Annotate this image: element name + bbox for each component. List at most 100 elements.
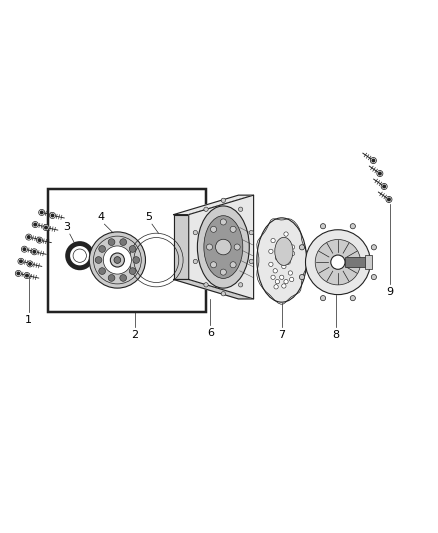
Text: 9: 9 bbox=[386, 287, 393, 297]
Ellipse shape bbox=[257, 218, 307, 302]
Circle shape bbox=[36, 237, 42, 243]
Circle shape bbox=[99, 268, 106, 274]
Circle shape bbox=[279, 275, 284, 279]
Circle shape bbox=[49, 213, 56, 219]
Polygon shape bbox=[173, 279, 254, 299]
Circle shape bbox=[269, 249, 273, 254]
Circle shape bbox=[110, 253, 124, 267]
Circle shape bbox=[377, 171, 383, 176]
Circle shape bbox=[230, 227, 236, 232]
Circle shape bbox=[108, 239, 115, 246]
Circle shape bbox=[273, 269, 277, 273]
Circle shape bbox=[129, 246, 136, 252]
Circle shape bbox=[29, 263, 32, 265]
Circle shape bbox=[43, 224, 49, 231]
Circle shape bbox=[290, 277, 294, 281]
Bar bbox=[364, 255, 372, 269]
Circle shape bbox=[73, 249, 86, 262]
Circle shape bbox=[204, 282, 208, 287]
Circle shape bbox=[230, 262, 236, 268]
Circle shape bbox=[299, 245, 304, 250]
Circle shape bbox=[24, 272, 30, 279]
Circle shape bbox=[388, 198, 390, 201]
Circle shape bbox=[305, 230, 371, 295]
Circle shape bbox=[39, 209, 45, 215]
Circle shape bbox=[371, 158, 376, 164]
Circle shape bbox=[129, 268, 136, 274]
Text: 1: 1 bbox=[25, 315, 32, 325]
Circle shape bbox=[288, 271, 293, 275]
Circle shape bbox=[234, 244, 240, 250]
Circle shape bbox=[108, 274, 115, 281]
Circle shape bbox=[238, 207, 243, 212]
Circle shape bbox=[271, 238, 275, 243]
Circle shape bbox=[371, 245, 377, 250]
Circle shape bbox=[133, 257, 140, 263]
Ellipse shape bbox=[275, 237, 293, 265]
Circle shape bbox=[271, 275, 275, 279]
Text: 4: 4 bbox=[98, 212, 105, 222]
Circle shape bbox=[40, 211, 43, 214]
Circle shape bbox=[215, 239, 231, 255]
Circle shape bbox=[350, 295, 355, 301]
Text: 6: 6 bbox=[207, 328, 214, 338]
Circle shape bbox=[26, 234, 32, 240]
Circle shape bbox=[193, 260, 198, 264]
Circle shape bbox=[321, 224, 325, 229]
Circle shape bbox=[249, 260, 254, 264]
Text: 5: 5 bbox=[145, 212, 152, 222]
Circle shape bbox=[286, 260, 290, 264]
Circle shape bbox=[221, 292, 226, 296]
Circle shape bbox=[17, 272, 20, 274]
Circle shape bbox=[277, 247, 282, 252]
Circle shape bbox=[120, 274, 127, 281]
Circle shape bbox=[95, 257, 102, 263]
Circle shape bbox=[383, 185, 385, 188]
Circle shape bbox=[51, 214, 54, 217]
Circle shape bbox=[23, 248, 26, 251]
Circle shape bbox=[221, 198, 226, 203]
Circle shape bbox=[371, 274, 377, 280]
Circle shape bbox=[211, 227, 216, 232]
Circle shape bbox=[206, 244, 212, 250]
Circle shape bbox=[99, 246, 106, 252]
Circle shape bbox=[381, 183, 387, 190]
Circle shape bbox=[34, 223, 36, 226]
Circle shape bbox=[120, 239, 127, 246]
Circle shape bbox=[284, 279, 288, 284]
Circle shape bbox=[89, 232, 145, 288]
Circle shape bbox=[211, 262, 216, 268]
Circle shape bbox=[45, 227, 47, 229]
Circle shape bbox=[290, 245, 295, 249]
Circle shape bbox=[238, 282, 243, 287]
Circle shape bbox=[204, 207, 208, 212]
Ellipse shape bbox=[204, 216, 243, 278]
Circle shape bbox=[315, 239, 360, 285]
Circle shape bbox=[331, 255, 345, 269]
Circle shape bbox=[15, 270, 21, 277]
Circle shape bbox=[299, 274, 304, 280]
Text: 7: 7 bbox=[278, 330, 285, 340]
Circle shape bbox=[18, 259, 24, 264]
Circle shape bbox=[275, 279, 279, 284]
Text: 8: 8 bbox=[332, 330, 339, 340]
Circle shape bbox=[386, 197, 392, 203]
Circle shape bbox=[321, 295, 325, 301]
Circle shape bbox=[103, 246, 131, 274]
Polygon shape bbox=[189, 195, 254, 299]
Circle shape bbox=[67, 244, 92, 268]
Circle shape bbox=[378, 172, 381, 175]
Circle shape bbox=[33, 251, 35, 253]
Bar bbox=[48, 189, 206, 312]
Text: 3: 3 bbox=[63, 222, 70, 232]
Circle shape bbox=[290, 252, 295, 256]
Text: 2: 2 bbox=[131, 329, 138, 340]
Ellipse shape bbox=[198, 206, 249, 288]
Circle shape bbox=[32, 222, 38, 228]
Circle shape bbox=[282, 284, 286, 288]
Circle shape bbox=[21, 246, 28, 252]
Circle shape bbox=[249, 230, 254, 235]
Circle shape bbox=[32, 249, 37, 255]
Polygon shape bbox=[173, 215, 189, 279]
Circle shape bbox=[275, 256, 279, 260]
